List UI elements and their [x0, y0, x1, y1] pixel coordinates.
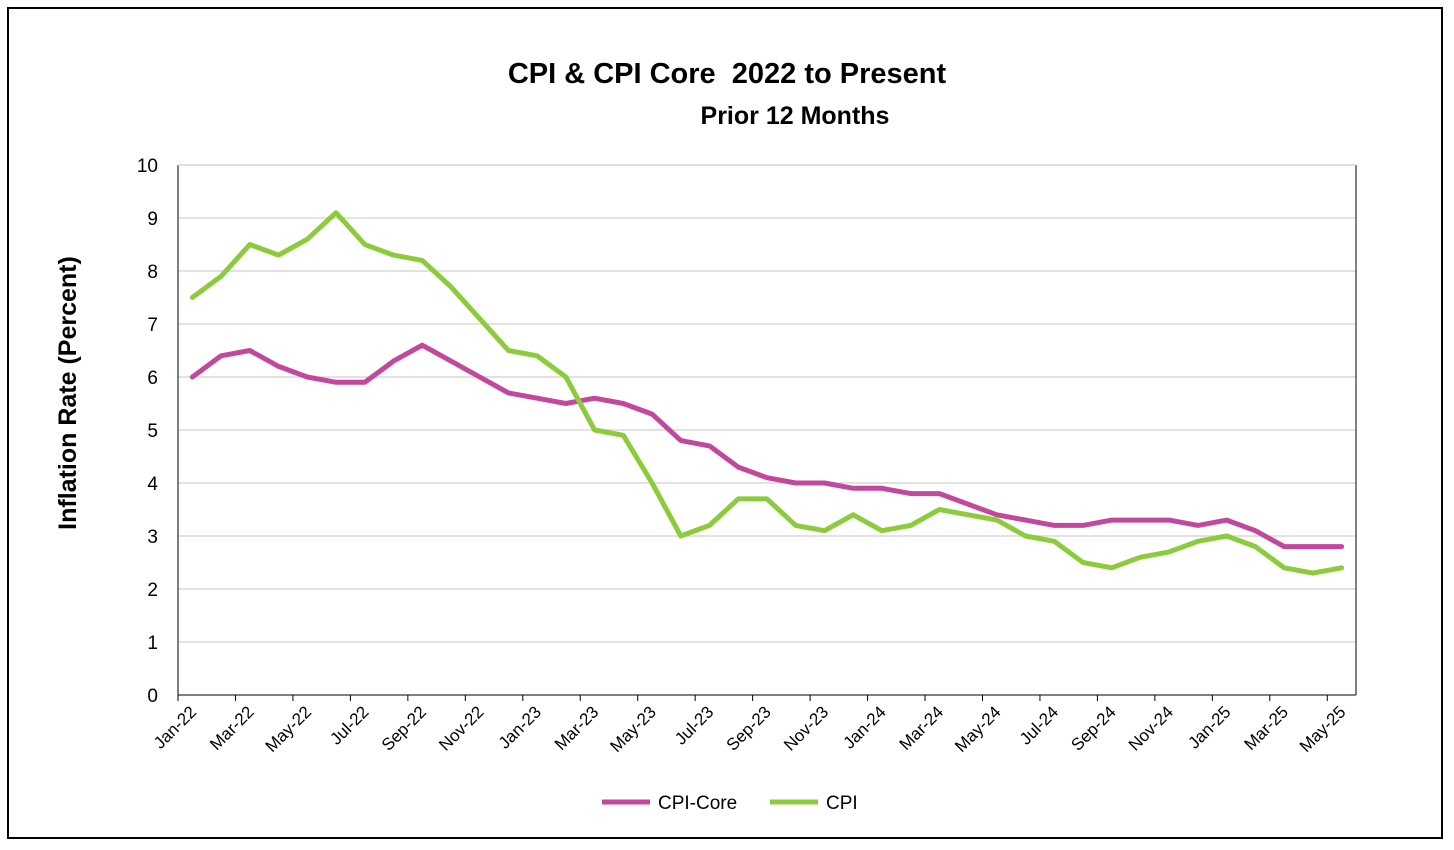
x-tick-label: Mar-25 [1240, 702, 1292, 754]
x-tick-label: Sep-22 [378, 702, 430, 754]
y-tick-label: 9 [147, 209, 158, 230]
y-tick-label: 5 [147, 421, 158, 442]
cpi-core-line [189, 342, 1345, 550]
y-tick-label: 0 [147, 686, 158, 707]
y-tick-label: 6 [147, 368, 158, 389]
legend: CPI-Core CPI [602, 793, 858, 814]
y-axis-label: Inflation Rate (Percent) [54, 256, 82, 530]
x-tick-label: May-25 [1296, 702, 1350, 756]
x-tick-label: Jan-22 [150, 702, 200, 752]
x-tick-label: May-24 [951, 702, 1005, 756]
x-tick-label: Jul-23 [671, 702, 717, 748]
y-tick-label: 3 [147, 527, 158, 548]
x-tick-label: May-23 [606, 702, 660, 756]
y-axis-ticks: 0 1 2 3 4 5 6 7 8 9 10 [137, 156, 159, 707]
x-tick-label: Jan-23 [495, 702, 545, 752]
y-tick-label: 2 [147, 580, 158, 601]
chart-frame [7, 7, 1443, 839]
y-tick-label: 7 [147, 315, 158, 336]
x-tick-label: Sep-23 [723, 702, 775, 754]
x-tick-label: Nov-23 [780, 702, 832, 754]
legend-label: CPI-Core [658, 793, 737, 814]
y-tick-label: 1 [147, 633, 158, 654]
cpi-line [189, 210, 1345, 576]
x-tick-label: Mar-22 [206, 702, 258, 754]
x-tick-label: Nov-22 [435, 702, 487, 754]
legend-label: CPI [826, 793, 858, 814]
x-tick-label: Jan-25 [1184, 702, 1234, 752]
x-tick-label: Jul-24 [1016, 702, 1062, 748]
x-tick-label: Sep-24 [1067, 702, 1119, 754]
series-lines [189, 210, 1345, 576]
x-axis-ticks: Jan-22 Mar-22 May-22 Jul-22 Sep-22 Nov-22 Jan-… [150, 702, 1349, 756]
chart-title: CPI & CPI Core 2022 to Present [507, 58, 947, 90]
y-tick-label: 4 [147, 474, 158, 495]
x-tick-label: Jan-24 [840, 702, 890, 752]
y-tick-label: 8 [147, 262, 158, 283]
x-tick-label: Nov-24 [1125, 702, 1177, 754]
x-tick-label: Mar-24 [896, 702, 948, 754]
x-tick-label: May-22 [262, 702, 316, 756]
x-tick-label: Jul-22 [326, 702, 372, 748]
x-tick-label: Mar-23 [551, 702, 603, 754]
y-tick-label: 10 [137, 156, 158, 177]
chart-subtitle: Prior 12 Months [700, 102, 890, 130]
axes [177, 164, 1357, 701]
